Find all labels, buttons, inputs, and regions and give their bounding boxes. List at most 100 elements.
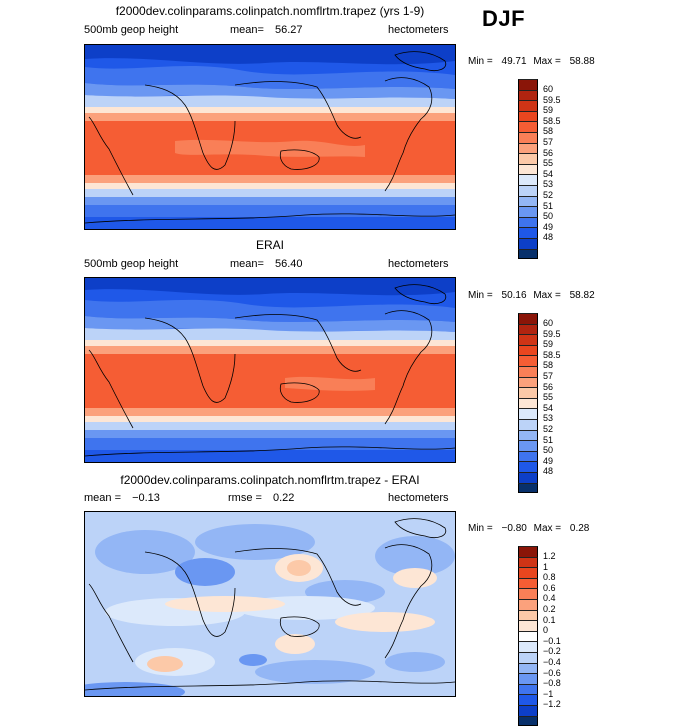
colorbar-swatch <box>518 238 538 249</box>
colorbar-swatch <box>518 355 538 366</box>
panel-2-min-label: Min = <box>468 290 493 301</box>
colorbar-swatch <box>518 227 538 238</box>
colorbar-swatch <box>518 451 538 462</box>
colorbar-level-label: 56 <box>543 148 561 159</box>
colorbar-level-label: 51 <box>543 201 561 212</box>
colorbar-level-label: 53 <box>543 179 561 190</box>
panel-1-mean: mean= 56.27 <box>230 24 303 36</box>
colorbar-swatch <box>518 185 538 196</box>
colorbar-level-label: 55 <box>543 392 561 403</box>
colorbar-swatch <box>518 430 538 441</box>
panel-3-map-canvas <box>85 512 455 696</box>
panel-1-mean-value: 56.27 <box>275 24 303 36</box>
colorbar-swatch <box>518 100 538 111</box>
panel-1-map-canvas <box>85 45 455 229</box>
colorbar-swatch <box>518 716 538 726</box>
panel-1-title: f2000dev.colinparams.colinpatch.nomflrtm… <box>90 4 450 18</box>
colorbar-level-label: 0.6 <box>543 583 561 594</box>
colorbar-swatch <box>518 472 538 483</box>
colorbar-swatch <box>518 313 538 324</box>
colorbar-level-label: 60 <box>543 84 561 95</box>
panel-1-minmax: Min = 49.71 Max = 58.88 <box>468 56 595 67</box>
colorbar-swatch <box>518 419 538 430</box>
panel-1-field-name: 500mb geop height <box>84 24 178 36</box>
colorbar-level-label: −0.2 <box>543 646 561 657</box>
panel-2-mean: mean= 56.40 <box>230 258 303 270</box>
panel-1-colorbar <box>518 79 538 259</box>
colorbar-swatch <box>518 483 538 494</box>
colorbar-level-label: 57 <box>543 371 561 382</box>
panel-1-units: hectometers <box>388 24 449 36</box>
panel-2-map <box>84 277 456 463</box>
panel-3-units: hectometers <box>388 492 449 504</box>
colorbar-level-label: 50 <box>543 445 561 456</box>
panel-2-mean-value: 56.40 <box>275 258 303 270</box>
colorbar-swatch <box>518 334 538 345</box>
colorbar-level-label: 50 <box>543 211 561 222</box>
colorbar-swatch <box>518 408 538 419</box>
colorbar-swatch <box>518 398 538 409</box>
colorbar-swatch <box>518 599 538 610</box>
panel-3-rmse: rmse = 0.22 <box>228 492 294 504</box>
panel-2-units: hectometers <box>388 258 449 270</box>
colorbar-level-label: 59 <box>543 339 561 350</box>
colorbar-level-label: 51 <box>543 435 561 446</box>
panel-2-minmax: Min = 50.16 Max = 58.82 <box>468 290 595 301</box>
colorbar-level-label: 0 <box>543 625 561 636</box>
colorbar-swatch <box>518 652 538 663</box>
colorbar-level-label: 58 <box>543 126 561 137</box>
panel-3-rmse-label: rmse = <box>228 492 262 504</box>
colorbar-swatch <box>518 546 538 557</box>
panel-3-min-value: −0.80 <box>502 523 527 534</box>
colorbar-swatch <box>518 249 538 260</box>
colorbar-level-label: 55 <box>543 158 561 169</box>
colorbar-level-label: 52 <box>543 424 561 435</box>
panel-1-max-label: Max = <box>533 56 561 67</box>
panel-3-rmse-value: 0.22 <box>273 492 294 504</box>
panel-3-title: f2000dev.colinparams.colinpatch.nomflrtm… <box>90 473 450 487</box>
panel-2-max-label: Max = <box>533 290 561 301</box>
colorbar-level-label: 53 <box>543 413 561 424</box>
colorbar-level-label: 59.5 <box>543 329 561 340</box>
panel-3-max-label: Max = <box>534 523 562 534</box>
colorbar-swatch <box>518 345 538 356</box>
colorbar-level-label: −0.4 <box>543 657 561 668</box>
panel-3-mean: mean = −0.13 <box>84 492 160 504</box>
panel-2-max-value: 58.82 <box>570 290 595 301</box>
colorbar-level-label: 56 <box>543 382 561 393</box>
panel-2-title: ERAI <box>90 238 450 252</box>
colorbar-swatch <box>518 377 538 388</box>
colorbar-swatch <box>518 164 538 175</box>
colorbar-level-label: 58.5 <box>543 116 561 127</box>
colorbar-swatch <box>518 121 538 132</box>
season-label: DJF <box>482 6 525 32</box>
panel-2-colorbar <box>518 313 538 493</box>
colorbar-level-label: −1 <box>543 689 561 700</box>
colorbar-level-label: −0.8 <box>543 678 561 689</box>
colorbar-swatch <box>518 324 538 335</box>
panel-2-mean-label: mean= <box>230 258 264 270</box>
colorbar-level-label: 60 <box>543 318 561 329</box>
colorbar-level-label: 0.4 <box>543 593 561 604</box>
panel-3-min-label: Min = <box>468 523 493 534</box>
colorbar-level-label: 58.5 <box>543 350 561 361</box>
colorbar-swatch <box>518 641 538 652</box>
colorbar-swatch <box>518 610 538 621</box>
colorbar-swatch <box>518 111 538 122</box>
panel-1-min-value: 49.71 <box>502 56 527 67</box>
colorbar-swatch <box>518 79 538 90</box>
colorbar-level-label: 0.1 <box>543 615 561 626</box>
colorbar-level-label: 59.5 <box>543 95 561 106</box>
colorbar-swatch <box>518 90 538 101</box>
colorbar-level-label: 48 <box>543 466 561 477</box>
colorbar-level-label: 0.2 <box>543 604 561 615</box>
colorbar-swatch <box>518 366 538 377</box>
panel-3-mean-label: mean = <box>84 492 121 504</box>
colorbar-swatch <box>518 673 538 684</box>
colorbar-level-label: 1 <box>543 562 561 573</box>
colorbar-level-label: 49 <box>543 456 561 467</box>
colorbar-level-label: 58 <box>543 360 561 371</box>
panel-2-field-name: 500mb geop height <box>84 258 178 270</box>
colorbar-level-label: 0.8 <box>543 572 561 583</box>
